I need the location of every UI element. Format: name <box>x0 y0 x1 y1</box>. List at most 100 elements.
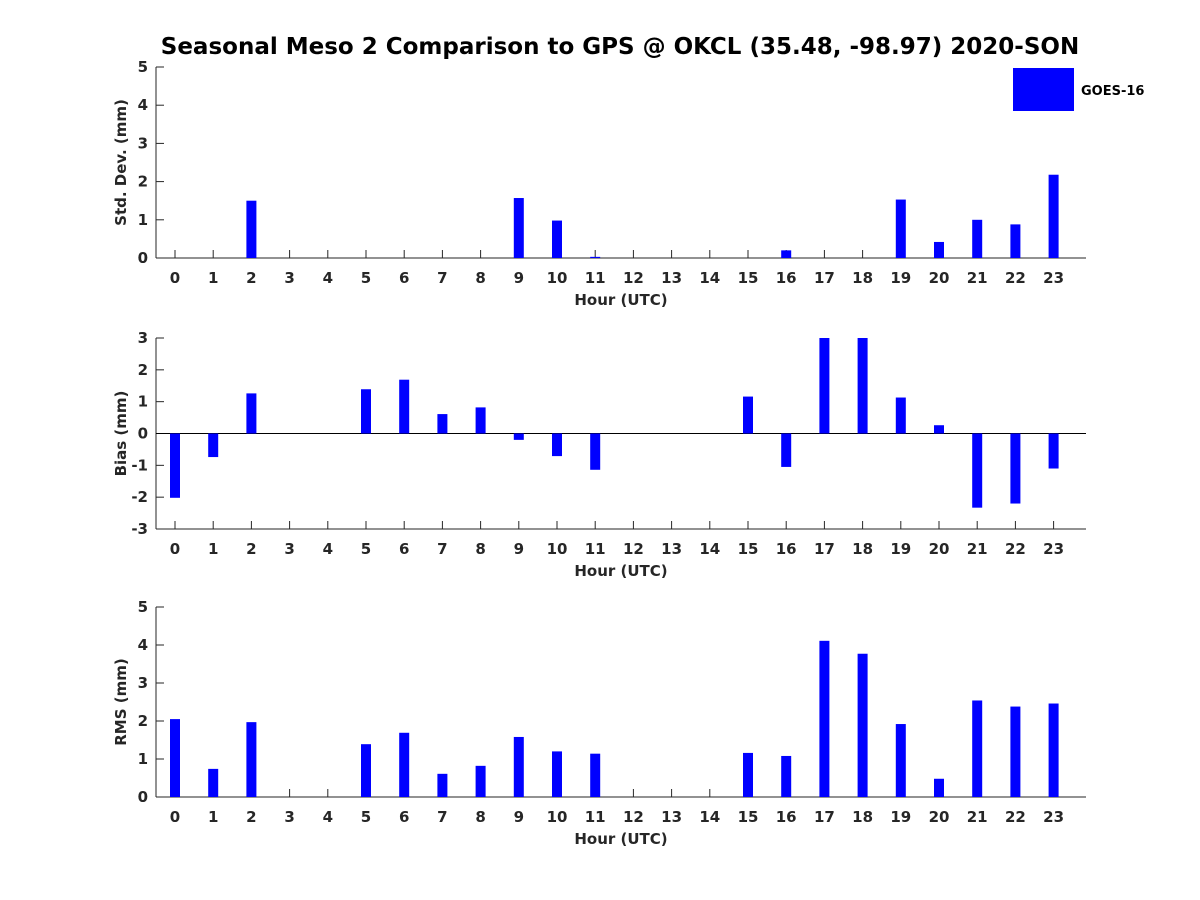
x-tick-label: 12 <box>623 540 644 558</box>
x-tick-label: 8 <box>475 808 485 826</box>
bar-hour-6 <box>399 379 410 434</box>
x-tick-label: 5 <box>361 808 371 826</box>
x-tick-label: 20 <box>929 540 950 558</box>
x-tick-label: 21 <box>967 269 988 287</box>
y-tick-label: 2 <box>138 361 148 379</box>
x-tick-label: 4 <box>323 540 333 558</box>
y-axis-label: RMS (mm) <box>112 658 130 745</box>
x-tick-label: 1 <box>208 808 218 826</box>
x-tick-label: 6 <box>399 269 409 287</box>
x-tick-label: 7 <box>437 269 447 287</box>
x-tick-label: 9 <box>514 540 524 558</box>
x-tick-label: 17 <box>814 269 835 287</box>
bar-hour-5 <box>361 744 371 797</box>
x-tick-label: 13 <box>661 269 682 287</box>
bar-hour-0 <box>170 719 180 797</box>
x-tick-label: 8 <box>475 540 485 558</box>
bar-hour-19 <box>895 397 906 434</box>
bar-hour-16 <box>781 250 792 258</box>
y-tick-label: 2 <box>138 712 148 730</box>
x-tick-label: 0 <box>170 269 180 287</box>
bar-hour-17 <box>819 338 830 434</box>
bar-hour-20 <box>934 241 944 258</box>
x-tick-label: 0 <box>170 540 180 558</box>
bar-hour-20 <box>934 778 944 797</box>
x-tick-label: 3 <box>284 808 294 826</box>
bar-hour-21 <box>972 433 983 508</box>
y-tick-label: 0 <box>138 249 148 267</box>
bar-hour-19 <box>895 199 906 258</box>
y-tick-label: 4 <box>138 636 148 654</box>
x-tick-label: 9 <box>514 808 524 826</box>
bar-hour-5 <box>361 389 371 434</box>
x-tick-label: 12 <box>623 269 644 287</box>
bar-hour-23 <box>1048 433 1059 469</box>
y-tick-label: 4 <box>138 96 148 114</box>
bar-hour-11 <box>590 433 601 470</box>
x-tick-label: 18 <box>852 540 873 558</box>
x-tick-label: 12 <box>623 808 644 826</box>
y-axis-label: Bias (mm) <box>112 391 130 477</box>
x-tick-label: 0 <box>170 808 180 826</box>
x-tick-label: 14 <box>699 540 720 558</box>
x-tick-label: 23 <box>1043 808 1064 826</box>
x-tick-label: 10 <box>547 269 568 287</box>
legend: GOES-16 <box>1013 68 1144 111</box>
x-tick-label: 2 <box>246 269 256 287</box>
x-tick-label: 3 <box>284 269 294 287</box>
x-tick-label: 1 <box>208 269 218 287</box>
x-tick-label: 16 <box>776 269 797 287</box>
x-tick-label: 5 <box>361 269 371 287</box>
bar-hour-2 <box>246 393 257 434</box>
x-tick-label: 10 <box>547 540 568 558</box>
bar-hour-23 <box>1048 703 1059 797</box>
bar-hour-15 <box>743 396 753 434</box>
bar-hour-19 <box>895 724 906 797</box>
x-tick-label: 23 <box>1043 269 1064 287</box>
y-tick-label: 3 <box>138 674 148 692</box>
y-tick-label: 2 <box>138 173 148 191</box>
x-tick-label: 14 <box>699 269 720 287</box>
x-tick-label: 5 <box>361 540 371 558</box>
x-tick-label: 16 <box>776 540 797 558</box>
bar-hour-1 <box>208 433 219 458</box>
x-tick-label: 11 <box>585 808 606 826</box>
legend-swatch <box>1013 68 1074 111</box>
bar-hour-22 <box>1010 706 1021 797</box>
bar-hour-10 <box>552 220 562 258</box>
x-tick-label: 4 <box>323 808 333 826</box>
bar-hour-2 <box>246 200 257 258</box>
x-tick-label: 19 <box>890 269 911 287</box>
x-tick-label: 11 <box>585 540 606 558</box>
bar-hour-17 <box>819 640 830 797</box>
bar-hour-10 <box>552 751 562 797</box>
bar-hour-18 <box>857 653 868 797</box>
x-tick-label: 9 <box>514 269 524 287</box>
x-tick-label: 1 <box>208 540 218 558</box>
x-tick-label: 21 <box>967 540 988 558</box>
x-tick-label: 11 <box>585 269 606 287</box>
x-tick-label: 2 <box>246 808 256 826</box>
x-tick-label: 14 <box>699 808 720 826</box>
x-tick-label: 16 <box>776 808 797 826</box>
x-axis-label: Hour (UTC) <box>574 562 667 580</box>
bar-hour-11 <box>590 753 601 797</box>
y-tick-label: 5 <box>138 598 148 616</box>
x-tick-label: 20 <box>929 269 950 287</box>
x-tick-label: 15 <box>738 540 759 558</box>
bar-hour-15 <box>743 752 753 797</box>
bar-hour-22 <box>1010 433 1021 504</box>
y-tick-label: 1 <box>138 393 148 411</box>
y-tick-label: 0 <box>138 788 148 806</box>
x-tick-label: 13 <box>661 540 682 558</box>
bar-hour-8 <box>475 765 486 797</box>
y-tick-label: 0 <box>138 425 148 443</box>
x-tick-label: 22 <box>1005 269 1026 287</box>
x-tick-label: 3 <box>284 540 294 558</box>
bar-hour-2 <box>246 722 257 797</box>
bar-hour-7 <box>437 773 448 797</box>
y-axis-label: Std. Dev. (mm) <box>112 99 130 226</box>
x-tick-label: 7 <box>437 540 447 558</box>
x-tick-label: 22 <box>1005 808 1026 826</box>
